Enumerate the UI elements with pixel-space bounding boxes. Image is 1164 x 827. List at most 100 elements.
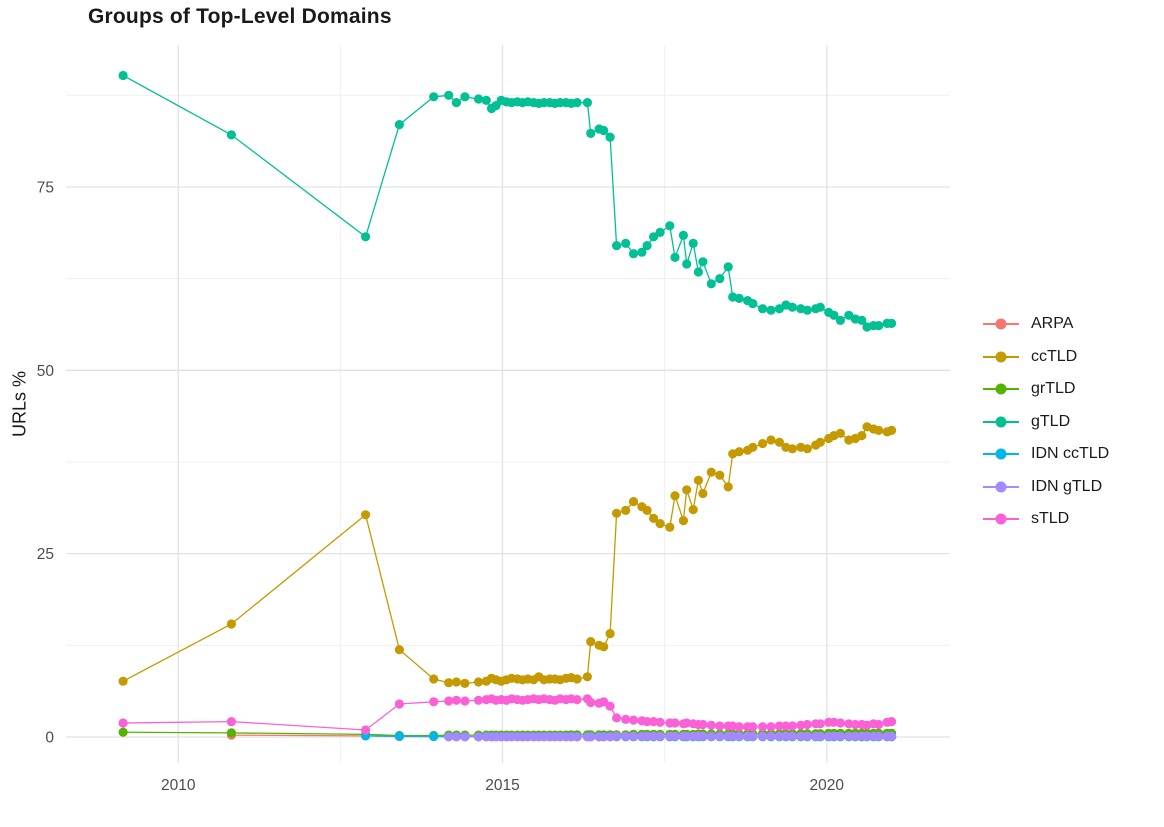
data-point <box>655 731 665 741</box>
grid-minor-y <box>66 94 950 646</box>
legend-label: IDN ccTLD <box>1031 445 1110 463</box>
data-point <box>802 719 812 730</box>
data-point <box>787 731 798 741</box>
series-gtld <box>118 70 897 332</box>
legend-label: sTLD <box>1031 510 1070 528</box>
data-point <box>361 510 371 520</box>
legend-item-arpa: ARPA <box>983 308 1109 341</box>
legend-label: gTLD <box>1031 412 1071 430</box>
legend-label: ccTLD <box>1031 347 1078 365</box>
data-point <box>706 279 716 289</box>
data-point <box>829 731 839 741</box>
data-point <box>444 90 454 100</box>
data-point <box>766 435 776 445</box>
data-point <box>642 717 652 727</box>
data-point <box>226 619 236 629</box>
data-point <box>758 439 768 449</box>
series-stld <box>118 694 897 735</box>
data-point <box>460 696 470 706</box>
y-tick-label: 0 <box>45 729 54 746</box>
data-point <box>642 505 652 515</box>
data-point <box>715 470 725 480</box>
data-point <box>766 722 776 732</box>
legend-item-idn-gtld: IDN gTLD <box>983 471 1109 504</box>
data-point <box>621 505 631 515</box>
legend-key-icon <box>983 481 1019 493</box>
data-point <box>706 467 716 477</box>
data-point <box>678 516 689 526</box>
data-point <box>758 731 768 741</box>
data-point <box>665 221 675 231</box>
x-tick-label: 2020 <box>810 777 845 794</box>
data-point <box>649 731 659 741</box>
grid-major-x <box>177 45 828 763</box>
data-point <box>670 731 680 741</box>
legend-label: ARPA <box>1031 315 1074 333</box>
data-point <box>586 128 596 138</box>
data-point <box>723 482 733 492</box>
data-point <box>429 92 439 102</box>
data-point <box>844 731 854 741</box>
data-point <box>815 302 825 312</box>
data-point <box>802 731 812 741</box>
data-point <box>429 674 439 684</box>
data-point <box>835 731 846 741</box>
data-point <box>582 98 593 108</box>
data-point <box>887 731 897 741</box>
data-point <box>698 488 708 499</box>
data-point <box>460 92 470 102</box>
data-point <box>118 727 128 737</box>
data-point <box>444 732 454 742</box>
y-tick-label: 50 <box>37 363 55 380</box>
series-line <box>122 74 892 328</box>
data-point <box>572 695 582 705</box>
data-point <box>774 721 785 731</box>
data-point <box>599 732 609 742</box>
data-point <box>850 719 860 730</box>
data-point <box>637 247 647 257</box>
data-point <box>612 731 622 741</box>
data-point <box>698 731 708 741</box>
data-point <box>460 678 470 689</box>
legend-item-cctld: ccTLD <box>983 341 1109 374</box>
data-point <box>460 732 470 742</box>
data-point <box>605 629 615 639</box>
data-point <box>451 677 461 687</box>
data-point <box>605 701 615 711</box>
data-point <box>655 519 665 529</box>
data-point <box>815 731 825 741</box>
data-point <box>787 444 798 454</box>
data-point <box>728 731 738 741</box>
data-point <box>678 230 689 240</box>
data-point <box>835 718 846 728</box>
legend-key-icon <box>983 448 1019 460</box>
x-tick-label: 2010 <box>161 777 196 794</box>
data-point <box>394 645 404 655</box>
data-point <box>862 731 872 741</box>
data-point <box>451 732 461 742</box>
data-point <box>734 293 744 303</box>
data-point <box>226 728 236 738</box>
data-point <box>586 637 596 647</box>
data-point <box>655 227 665 237</box>
data-point <box>715 274 725 284</box>
data-point <box>698 719 708 730</box>
legend-item-gtld: gTLD <box>983 406 1109 439</box>
legend-item-grtld: grTLD <box>983 373 1109 406</box>
data-point <box>451 98 461 108</box>
data-point <box>394 120 404 130</box>
data-point <box>394 699 404 709</box>
data-point <box>473 94 484 104</box>
data-point <box>473 677 484 687</box>
data-point <box>642 241 652 251</box>
legend-key-icon <box>983 383 1019 395</box>
data-point <box>586 732 596 742</box>
chart-title: Groups of Top-Level Domains <box>88 5 392 28</box>
data-point <box>781 721 791 731</box>
data-point <box>444 678 454 688</box>
data-point <box>787 302 798 312</box>
data-point <box>628 249 639 259</box>
data-point <box>394 731 404 741</box>
data-point <box>748 731 758 741</box>
